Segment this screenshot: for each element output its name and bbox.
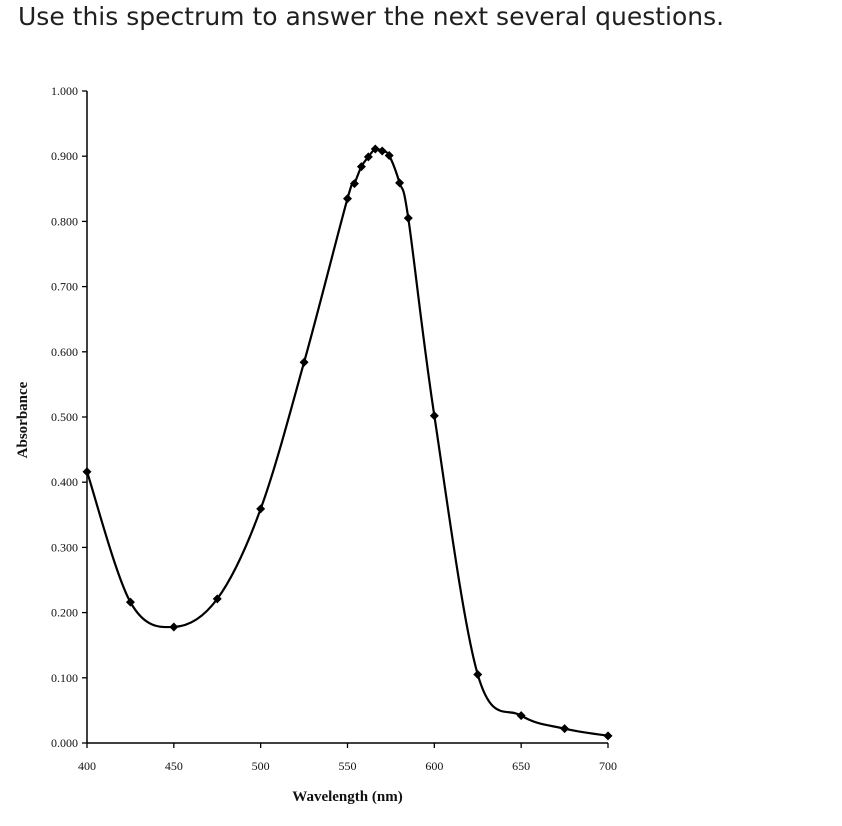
y-tick-label: 0.900	[51, 149, 78, 163]
y-tick-label: 0.200	[51, 606, 78, 620]
y-tick-label: 0.500	[51, 410, 78, 424]
y-tick-label: 0.300	[51, 540, 78, 554]
data-point-marker	[212, 594, 222, 604]
y-tick-label: 0.700	[51, 280, 78, 294]
data-point-marker	[473, 670, 483, 680]
y-axis-title: Absorbance	[15, 381, 31, 458]
data-point-marker	[603, 731, 613, 741]
data-point-marker	[356, 162, 366, 172]
y-tick-label: 0.400	[51, 475, 78, 489]
x-axis-ticks: 400 450 500 550 600 650 700	[78, 743, 617, 773]
data-point-marker	[363, 152, 373, 162]
y-tick-label: 0.800	[51, 214, 78, 228]
data-point-marker	[429, 411, 439, 421]
x-tick-label: 650	[512, 759, 530, 773]
data-point-marker	[403, 213, 413, 223]
spectrum-curve	[85, 147, 609, 737]
data-point-marker	[82, 467, 92, 477]
data-point-marker	[395, 178, 405, 188]
data-point-marker	[299, 357, 309, 367]
x-tick-label: 500	[252, 759, 270, 773]
data-point-marker	[377, 146, 387, 156]
x-axis-title: Wavelength (nm)	[292, 789, 402, 805]
y-axis-ticks: 0.000 0.100 0.200 0.300 0.400 0.500 0.600 0.700…	[51, 84, 87, 750]
data-point-marker	[349, 179, 359, 189]
data-point-marker	[125, 597, 135, 607]
x-tick-label: 550	[339, 759, 357, 773]
y-tick-label: 0.600	[51, 345, 78, 359]
y-tick-label: 0.100	[51, 671, 78, 685]
y-tick-label: 0.000	[51, 736, 78, 750]
data-point-marker	[256, 504, 266, 514]
data-point-marker	[384, 151, 394, 161]
data-point-marker	[169, 622, 179, 632]
x-tick-label: 600	[425, 759, 443, 773]
data-point-marker	[370, 144, 380, 154]
x-tick-label: 450	[165, 759, 183, 773]
data-point-marker	[516, 711, 526, 721]
data-point-markers	[82, 144, 613, 741]
x-tick-label: 700	[599, 759, 617, 773]
x-tick-label: 400	[78, 759, 96, 773]
question-text: Use this spectrum to answer the next sev…	[18, 2, 725, 31]
data-point-marker	[560, 724, 570, 734]
data-point-marker	[343, 194, 352, 204]
y-tick-label: 1.000	[51, 84, 78, 98]
